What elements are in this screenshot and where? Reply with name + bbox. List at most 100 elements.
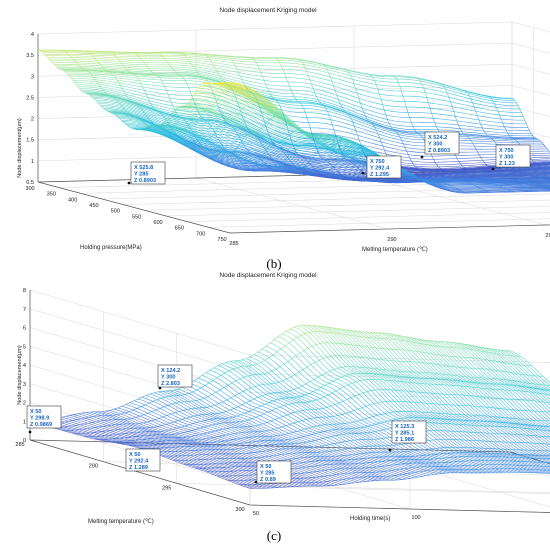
surface-mesh-segment [227, 94, 236, 99]
surface-mesh-segment [471, 134, 480, 136]
surface-mesh-segment [234, 77, 243, 80]
surface-mesh-segment [402, 76, 411, 78]
surface-mesh-segment [301, 78, 310, 81]
surface-mesh-segment [226, 75, 235, 78]
surface-mesh-segment [499, 114, 508, 117]
surface-mesh-segment [270, 100, 279, 104]
surface-mesh-segment [363, 73, 372, 76]
surface-mesh-segment [377, 74, 386, 76]
surface-mesh-segment [261, 131, 270, 136]
surface-mesh-segment [431, 113, 440, 115]
surface-mesh-segment [172, 105, 181, 108]
surface-mesh-segment [369, 87, 378, 90]
surface-mesh-segment [347, 70, 356, 73]
surface-mesh-segment [330, 119, 339, 122]
surface-mesh-segment [122, 76, 131, 78]
surface-mesh-segment [169, 97, 178, 100]
surface-mesh-segment [428, 102, 437, 105]
surface-mesh-segment [105, 101, 114, 104]
surface-mesh-segment [112, 83, 121, 86]
surface-mesh-segment [400, 137, 409, 140]
surface-mesh-segment [467, 109, 476, 112]
surface-mesh-segment [272, 96, 281, 99]
surface-mesh-segment [484, 161, 493, 163]
surface-mesh-segment [335, 71, 344, 74]
surface-mesh-segment [115, 77, 124, 79]
surface-mesh-segment [248, 114, 257, 119]
surface-mesh-segment [382, 81, 391, 83]
surface-mesh-segment [126, 96, 135, 100]
surface-mesh-segment [493, 100, 502, 103]
surface-mesh-segment [485, 163, 494, 165]
surface-mesh-segment [319, 109, 328, 112]
surface-mesh-segment [437, 87, 446, 90]
surface-mesh-segment [487, 164, 496, 166]
surface-mesh-segment [409, 141, 418, 143]
surface-mesh-segment [347, 113, 357, 118]
surface-mesh-segment [328, 92, 337, 96]
surface-mesh-segment [235, 80, 244, 84]
surface-mesh-segment [414, 165, 423, 167]
surface-mesh-segment [307, 157, 316, 160]
surface-mesh-segment [380, 99, 389, 101]
surface-mesh-segment [265, 84, 274, 86]
surface-mesh-segment [147, 97, 156, 100]
surface-mesh-segment [257, 82, 266, 85]
surface-mesh-segment [321, 113, 330, 116]
surface-mesh-segment [433, 118, 442, 120]
surface-mesh-segment [314, 92, 323, 95]
surface-mesh-segment [114, 70, 123, 72]
surface-mesh-segment [192, 66, 201, 68]
surface-mesh-segment [164, 104, 173, 107]
surface-mesh-segment [414, 82, 423, 85]
surface-mesh-segment [480, 94, 489, 97]
surface-mesh-segment [176, 117, 185, 120]
surface-mesh-segment [265, 96, 274, 99]
surface-mesh-segment [275, 88, 284, 91]
surface-mesh-segment [224, 59, 233, 61]
surface-mesh-segment [98, 92, 107, 95]
surface-mesh-segment [169, 112, 178, 116]
surface-mesh-segment [308, 103, 317, 105]
surface-mesh-segment [241, 79, 250, 82]
surface-mesh-segment [450, 123, 459, 126]
surface-mesh-segment [168, 110, 177, 113]
surface-mesh-segment [189, 71, 198, 74]
surface-mesh-segment [147, 81, 156, 83]
surface-mesh-segment [479, 165, 488, 167]
surface-mesh-segment [405, 162, 414, 165]
surface-mesh-segment [216, 58, 225, 60]
surface-mesh-segment [253, 127, 262, 133]
surface-mesh-segment [475, 137, 484, 139]
surface-mesh-segment [218, 73, 227, 76]
surface-mesh-segment [188, 75, 197, 77]
surface-mesh-segment [468, 136, 477, 138]
surface-mesh-segment [235, 56, 244, 58]
surface-mesh-segment [442, 99, 451, 103]
surface-mesh-segment [366, 78, 375, 81]
surface-mesh-segment [358, 115, 367, 120]
surface-mesh-segment [486, 102, 495, 105]
surface-mesh-segment [207, 66, 216, 69]
surface-mesh-segment [417, 77, 426, 80]
surface-mesh-segment [412, 79, 421, 82]
surface-mesh-segment [123, 91, 132, 94]
surface-mesh-segment [117, 72, 126, 74]
surface-mesh-segment [218, 60, 227, 63]
surface-mesh-segment [214, 56, 223, 58]
surface-mesh-segment [215, 67, 224, 70]
surface-mesh-segment [502, 104, 511, 106]
surface-mesh-segment [84, 84, 93, 86]
surface-mesh-segment [340, 126, 349, 129]
surface-mesh-segment [111, 81, 120, 84]
surface-mesh-segment [481, 95, 490, 98]
surface-mesh-segment [440, 83, 449, 87]
surface-mesh-segment [197, 91, 206, 93]
surface-mesh-segment [322, 94, 331, 98]
surface-mesh-segment [318, 127, 327, 129]
surface-mesh-segment [145, 78, 154, 80]
surface-mesh-segment [343, 92, 352, 97]
surface-mesh-segment [464, 134, 473, 136]
surface-mesh-segment [370, 131, 379, 135]
surface-mesh-segment [180, 58, 189, 60]
